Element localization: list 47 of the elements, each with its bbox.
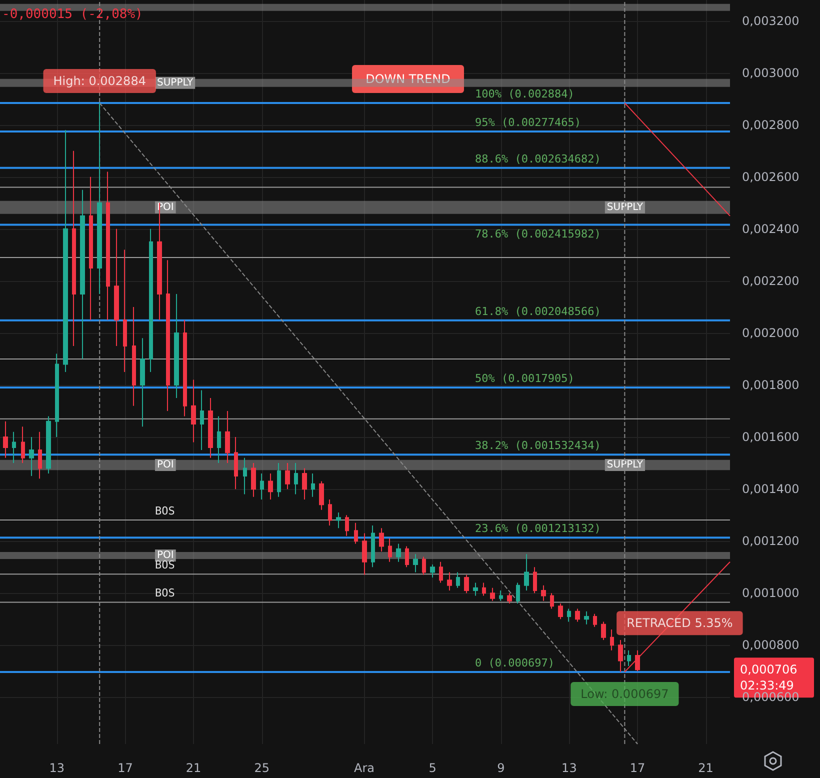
- y-tick-label: 0,000800: [742, 638, 800, 652]
- x-tick-label: 17: [630, 761, 646, 775]
- annotation: High: 0.002884: [53, 74, 146, 88]
- x-tick-label: Ara: [354, 761, 375, 775]
- annotation: Low: 0.000697: [580, 686, 669, 701]
- annotation: -0,000015 (-2,08%): [2, 7, 143, 22]
- y-tick-label: 0,002000: [742, 326, 800, 340]
- ref-line-label: BOS: [155, 558, 175, 572]
- y-tick-label: 0,000600: [742, 690, 800, 704]
- text: 0,000706 02:33:49: [740, 662, 798, 693]
- x-tick-label: 25: [254, 761, 270, 775]
- ref-line-label: 88.6% (0.002634682): [475, 152, 601, 166]
- ref-line-label: 100% (0.002884): [475, 88, 574, 101]
- x-tick-label: 13: [49, 761, 65, 775]
- band-label: SUPPLY: [157, 77, 194, 88]
- x-tick-label: 21: [698, 761, 714, 775]
- x-tick-label: 9: [497, 761, 505, 775]
- y-tick-label: 0,001400: [742, 482, 800, 496]
- ref-line-label: 95% (0.00277465): [475, 116, 581, 129]
- y-tick-label: 0,001800: [742, 378, 800, 392]
- ref-line-label: 78.6% (0.002415982): [475, 227, 601, 240]
- ref-line-label: 0 (0.000697): [475, 656, 554, 670]
- ref-line-label: BOS: [155, 504, 175, 518]
- annotation: RETRACED 5.35%: [626, 616, 733, 630]
- y-tick-label: 0,002400: [742, 222, 800, 236]
- band-label: SUPPLY: [606, 460, 644, 470]
- y-tick-label: 0,002800: [742, 118, 800, 132]
- y-tick-label: 0,001600: [742, 430, 800, 444]
- x-tick-label: 5: [428, 761, 436, 775]
- y-tick-label: 0,003000: [742, 66, 800, 80]
- y-tick-label: 0,001000: [742, 586, 800, 600]
- y-tick-label: 0,002600: [742, 170, 800, 184]
- y-tick-label: 0,001200: [742, 534, 800, 548]
- x-tick-label: 13: [562, 761, 577, 775]
- x-tick-label: 21: [186, 761, 202, 775]
- band-label: POI: [157, 550, 174, 562]
- band-label: SUPPLY: [606, 202, 644, 213]
- annotation: DOWN TREND: [366, 72, 450, 86]
- ref-line-label: 23.6% (0.001213132): [475, 522, 601, 536]
- ref-line-label: 61.8% (0.002048566): [475, 304, 601, 318]
- ref-line-label: 50% (0.0017905): [475, 372, 574, 385]
- y-tick-label: 0,002200: [742, 274, 800, 288]
- x-tick-label: 17: [118, 761, 133, 775]
- y-tick-label: 0,003200: [742, 14, 800, 28]
- ref-line-label: 38.2% (0.001532434): [475, 439, 601, 452]
- band-label: POI: [157, 460, 174, 470]
- ref-line-label: BOS: [155, 586, 175, 600]
